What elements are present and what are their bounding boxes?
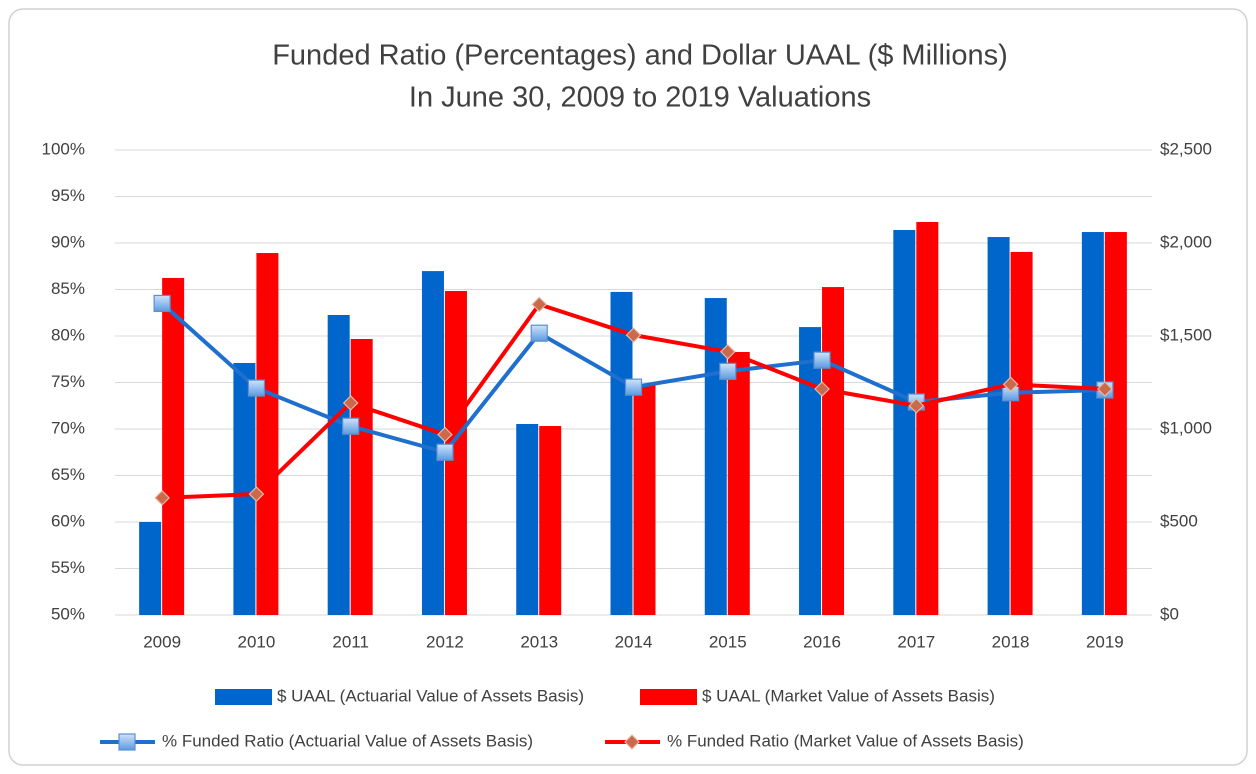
y-tick-label: 80% <box>51 325 85 344</box>
line-marker <box>719 362 737 380</box>
line-marker <box>342 395 359 411</box>
bar <box>516 423 539 615</box>
line-marker <box>1097 381 1113 397</box>
line-marker <box>908 397 925 414</box>
bar <box>893 229 916 616</box>
bar <box>1104 232 1127 615</box>
y-tick-label: 100% <box>42 139 85 158</box>
line-marker <box>153 294 171 313</box>
y2-tick-label: $2,500 <box>1160 139 1212 158</box>
legend-label: $ UAAL (Market Value of Assets Basis) <box>702 686 995 705</box>
legend-label: $ UAAL (Actuarial Value of Assets Basis) <box>277 686 584 705</box>
y-tick-label: 65% <box>51 465 85 484</box>
line-marker <box>1002 376 1019 393</box>
line-marker <box>624 378 643 396</box>
line-marker <box>436 443 454 461</box>
line-marker <box>248 486 265 502</box>
bar <box>610 291 633 615</box>
bar <box>421 271 444 615</box>
bar <box>256 253 279 615</box>
legend-swatch <box>215 689 272 705</box>
y2-tick-label: $2,000 <box>1160 232 1212 251</box>
line-marker <box>247 379 266 397</box>
bar <box>444 290 467 615</box>
bar <box>162 277 185 615</box>
y-tick-label: 90% <box>51 232 85 251</box>
bar <box>704 298 727 615</box>
bar <box>987 237 1010 615</box>
chart-title: Funded Ratio (Percentages) and Dollar UA… <box>272 40 1008 72</box>
bar <box>916 221 939 615</box>
bar <box>799 327 822 615</box>
y-tick-label: 75% <box>51 372 85 391</box>
x-tick-label: 2018 <box>992 632 1030 651</box>
line-marker <box>625 327 642 343</box>
line-marker <box>813 351 831 369</box>
x-tick-label: 2015 <box>709 632 747 651</box>
bar <box>1081 232 1104 615</box>
line-marker <box>531 296 548 313</box>
y-tick-label: 95% <box>51 186 85 205</box>
line-marker <box>530 324 548 342</box>
x-tick-label: 2017 <box>897 632 935 651</box>
x-tick-label: 2009 <box>143 632 181 651</box>
y2-tick-label: $500 <box>1160 511 1198 530</box>
y2-tick-label: $1,000 <box>1160 418 1212 437</box>
bar <box>633 384 656 615</box>
line-marker <box>814 381 830 397</box>
y2-tick-label: $0 <box>1160 604 1179 623</box>
bar <box>822 287 845 615</box>
y-tick-label: 50% <box>51 604 85 623</box>
y2-tick-label: $1,500 <box>1160 325 1212 344</box>
x-tick-label: 2019 <box>1086 632 1124 651</box>
line-marker <box>437 426 453 443</box>
bar <box>539 426 562 615</box>
line-marker <box>719 343 736 360</box>
x-tick-label: 2011 <box>332 632 369 651</box>
legend-label: % Funded Ratio (Market Value of Assets B… <box>667 731 1024 750</box>
line-marker <box>342 417 360 435</box>
chart-subtitle: In June 30, 2009 to 2019 Valuations <box>409 82 871 114</box>
x-tick-label: 2014 <box>615 632 653 651</box>
x-tick-label: 2010 <box>237 632 275 651</box>
legend-label: % Funded Ratio (Actuarial Value of Asset… <box>162 731 533 750</box>
y-tick-label: 70% <box>51 418 85 437</box>
bar <box>1010 251 1033 616</box>
line-marker <box>624 734 640 750</box>
bar <box>139 522 162 615</box>
y-tick-label: 85% <box>51 279 85 298</box>
x-tick-label: 2016 <box>803 632 841 651</box>
bar <box>233 362 256 615</box>
x-tick-label: 2012 <box>426 632 464 651</box>
bar <box>727 351 750 615</box>
bar <box>327 314 350 615</box>
y-tick-label: 60% <box>51 511 85 530</box>
bar <box>350 338 373 615</box>
line-marker <box>154 489 170 506</box>
line-marker <box>118 733 136 751</box>
legend-swatch <box>640 689 697 705</box>
x-tick-label: 2013 <box>520 632 558 651</box>
y-tick-label: 55% <box>51 558 85 577</box>
